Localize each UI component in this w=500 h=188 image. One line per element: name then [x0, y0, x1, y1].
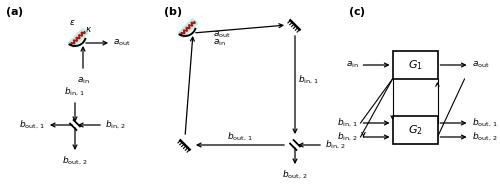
Text: $b_{{\rm out},\,1}$: $b_{{\rm out},\,1}$ — [227, 131, 253, 143]
Text: $a_{\rm in}$: $a_{\rm in}$ — [76, 75, 90, 86]
Text: $b_{{\rm out},\,1}$: $b_{{\rm out},\,1}$ — [19, 119, 45, 131]
Text: $a_{\rm in}$: $a_{\rm in}$ — [346, 60, 358, 70]
Text: $b_{{\rm out},\,1}$: $b_{{\rm out},\,1}$ — [472, 117, 498, 129]
Bar — [392, 51, 438, 79]
Bar — [392, 116, 438, 144]
Text: $b_{{\rm in},\,1}$: $b_{{\rm in},\,1}$ — [298, 74, 319, 86]
Bar — [178, 18, 198, 38]
Text: $a_{\rm in}$: $a_{\rm in}$ — [213, 38, 226, 49]
Text: $G_2$: $G_2$ — [408, 123, 422, 137]
Text: $\kappa$: $\kappa$ — [85, 25, 92, 34]
Text: $b_{{\rm in},\,2}$: $b_{{\rm in},\,2}$ — [325, 139, 346, 151]
Text: $b_{{\rm in},\,2}$: $b_{{\rm in},\,2}$ — [338, 131, 358, 143]
Text: $b_{{\rm in},\,2}$: $b_{{\rm in},\,2}$ — [105, 119, 126, 131]
Text: $\mathbf{(c)}$: $\mathbf{(c)}$ — [348, 5, 366, 19]
Text: $G_1$: $G_1$ — [408, 58, 422, 72]
Text: $a_{\rm out}$: $a_{\rm out}$ — [113, 38, 131, 48]
Text: $a_{\rm out}$: $a_{\rm out}$ — [472, 60, 490, 70]
Text: $\mathbf{(b)}$: $\mathbf{(b)}$ — [163, 5, 182, 19]
Text: $a_{\rm out}$: $a_{\rm out}$ — [213, 30, 231, 40]
Text: $b_{{\rm out},\,2}$: $b_{{\rm out},\,2}$ — [282, 169, 308, 181]
Text: $b_{{\rm in},\,1}$: $b_{{\rm in},\,1}$ — [64, 86, 86, 98]
Bar — [68, 28, 87, 48]
Text: $\epsilon$: $\epsilon$ — [68, 18, 75, 27]
Text: $b_{{\rm in},\,1}$: $b_{{\rm in},\,1}$ — [338, 117, 358, 129]
Text: $b_{{\rm out},\,2}$: $b_{{\rm out},\,2}$ — [472, 131, 497, 143]
Text: $\mathbf{(a)}$: $\mathbf{(a)}$ — [5, 5, 24, 19]
Text: $b_{{\rm out},\,2}$: $b_{{\rm out},\,2}$ — [62, 155, 88, 167]
